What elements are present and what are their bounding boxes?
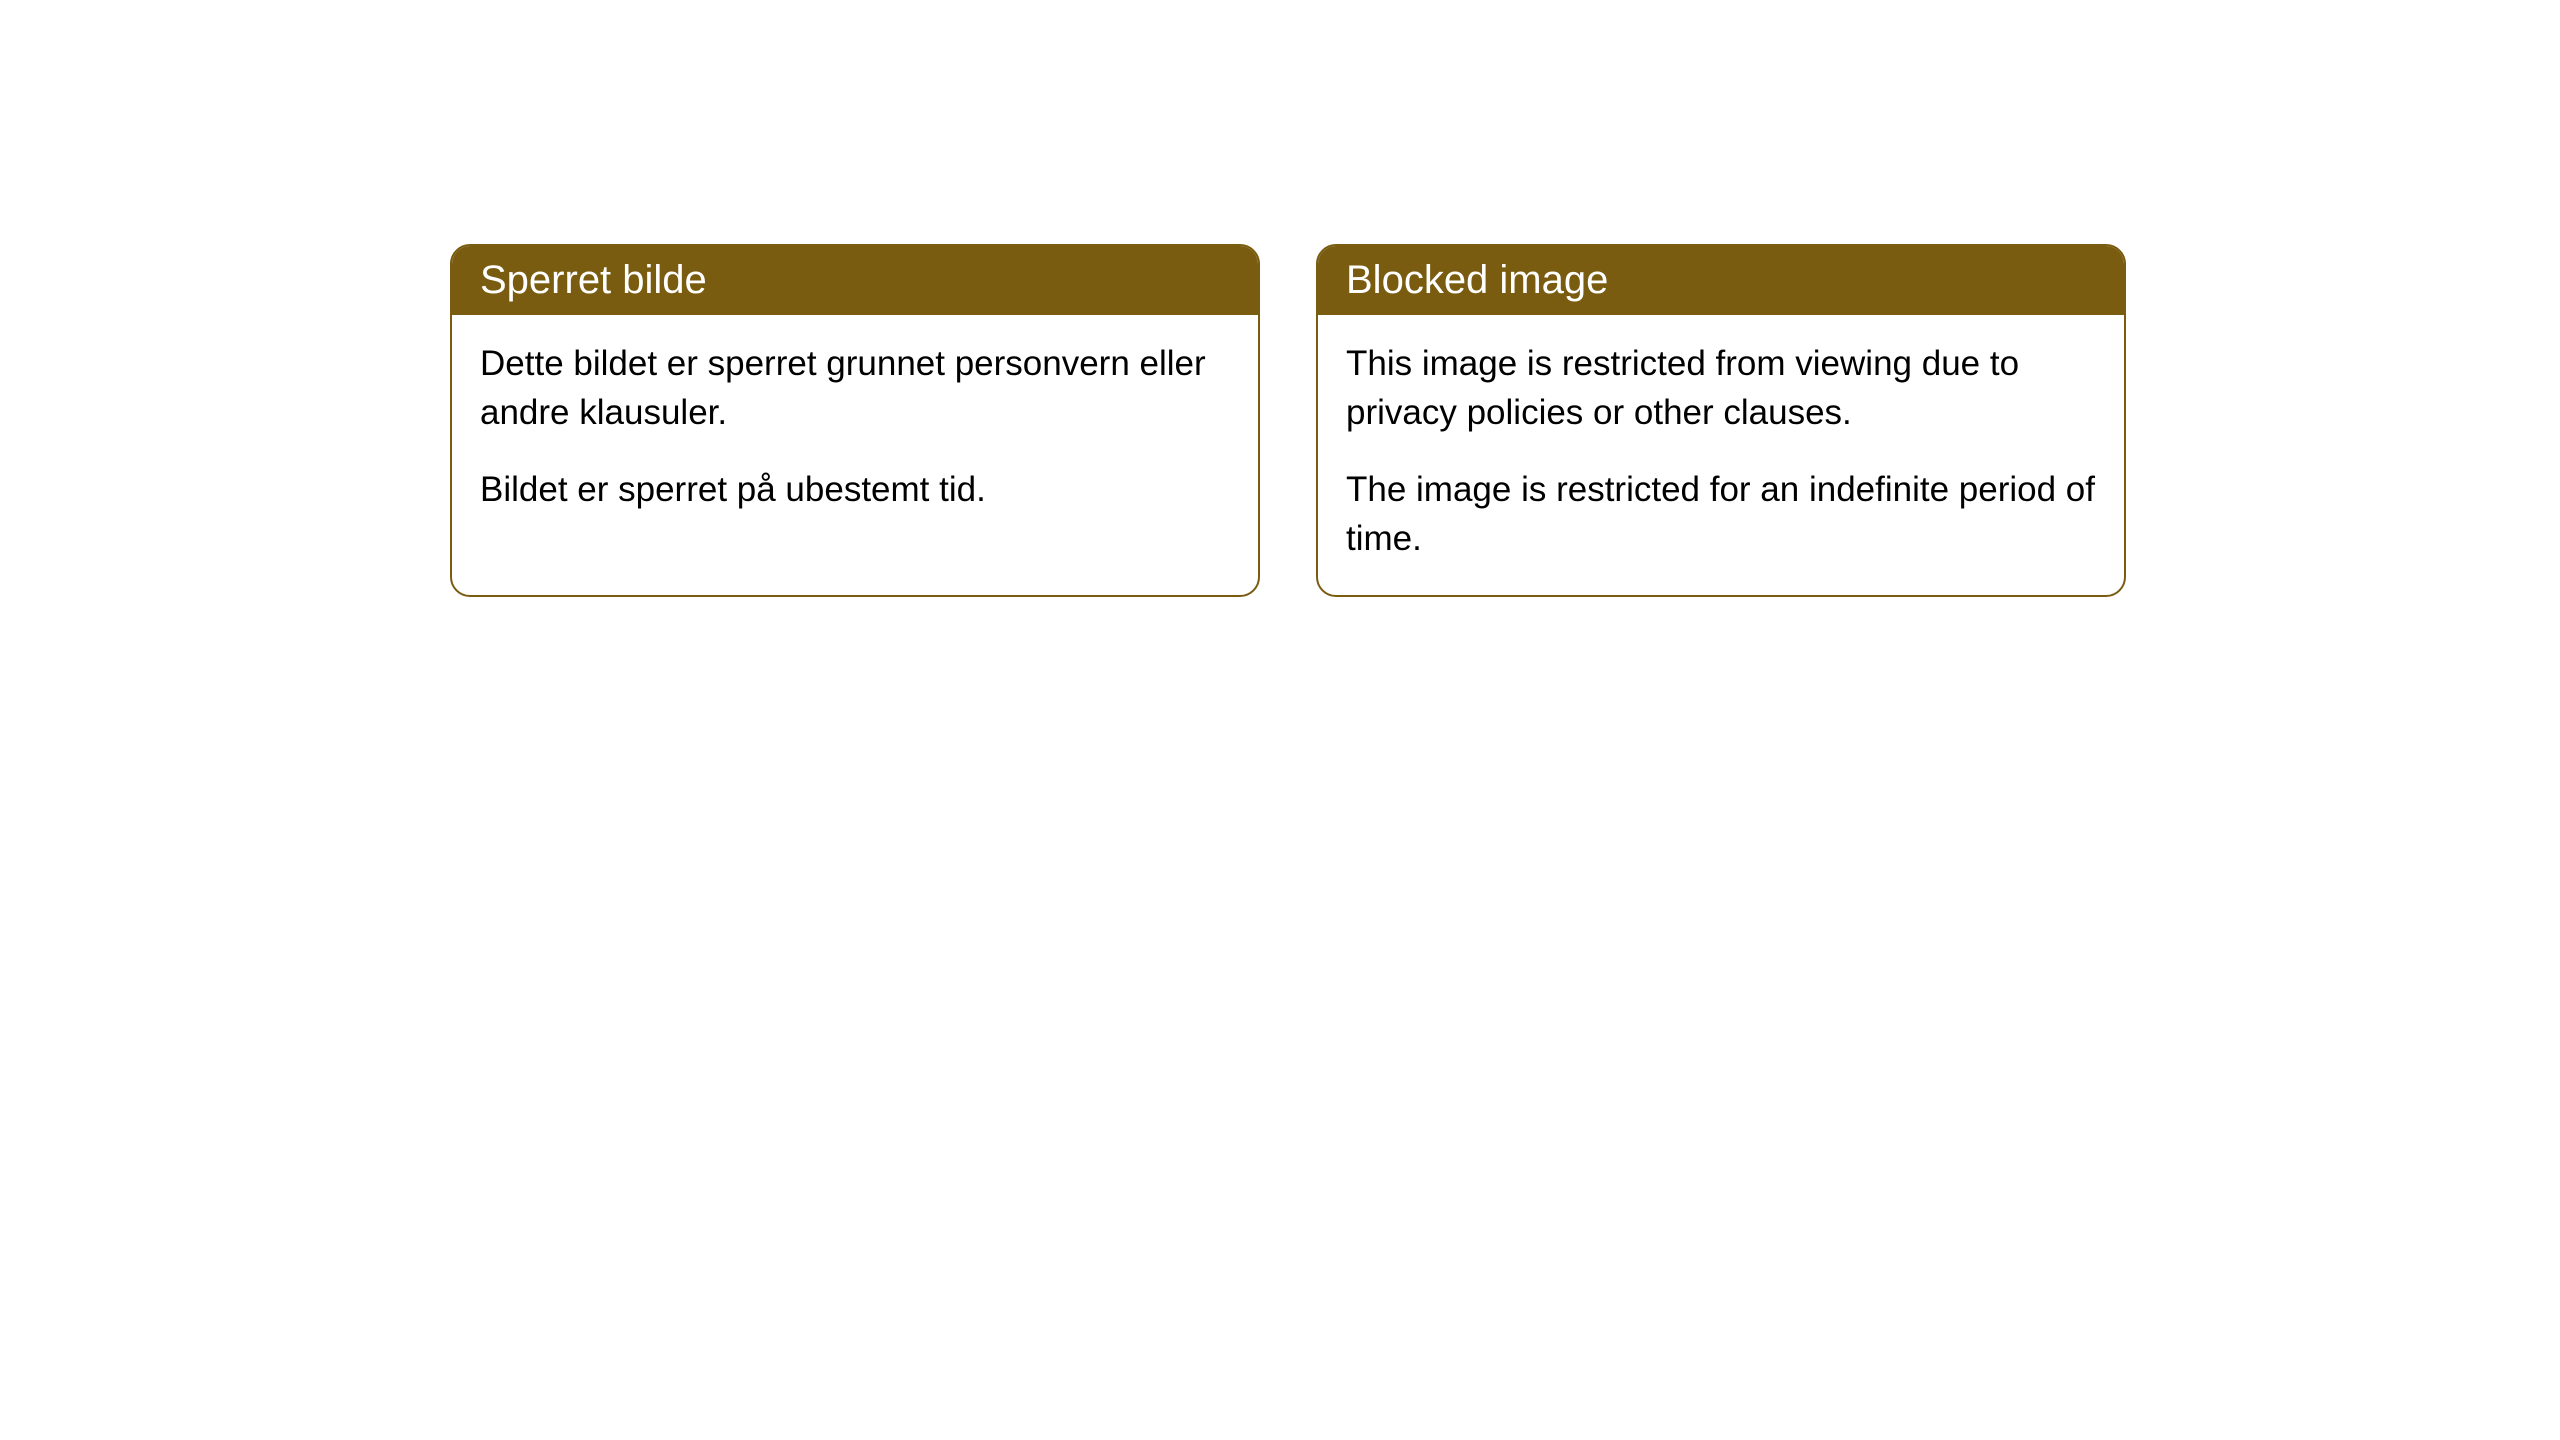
card-header-norwegian: Sperret bilde: [452, 246, 1258, 315]
card-paragraph: This image is restricted from viewing du…: [1346, 339, 2096, 437]
blocked-image-card-english: Blocked image This image is restricted f…: [1316, 244, 2126, 597]
card-paragraph: Dette bildet er sperret grunnet personve…: [480, 339, 1230, 437]
card-title: Blocked image: [1346, 258, 1608, 302]
cards-container: Sperret bilde Dette bildet er sperret gr…: [450, 244, 2126, 597]
card-title: Sperret bilde: [480, 258, 707, 302]
card-paragraph: The image is restricted for an indefinit…: [1346, 465, 2096, 563]
card-body-english: This image is restricted from viewing du…: [1318, 315, 2124, 595]
card-paragraph: Bildet er sperret på ubestemt tid.: [480, 465, 1230, 514]
card-body-norwegian: Dette bildet er sperret grunnet personve…: [452, 315, 1258, 546]
card-header-english: Blocked image: [1318, 246, 2124, 315]
blocked-image-card-norwegian: Sperret bilde Dette bildet er sperret gr…: [450, 244, 1260, 597]
